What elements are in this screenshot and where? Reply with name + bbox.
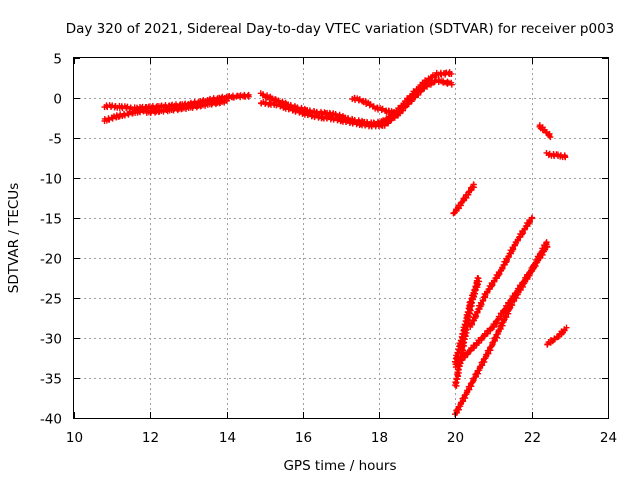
data-series-3 xyxy=(143,97,230,116)
y-tick-label: -10 xyxy=(40,172,62,188)
data-series-17 xyxy=(544,324,570,348)
x-tick-label: 10 xyxy=(66,430,83,446)
data-series-11 xyxy=(451,278,483,366)
data-series-12 xyxy=(467,214,536,330)
data-point xyxy=(563,324,570,331)
y-tick-label: -30 xyxy=(40,332,62,348)
data-point xyxy=(454,349,461,356)
data-point xyxy=(505,253,512,260)
data-series-8 xyxy=(379,76,455,129)
x-tick-label: 22 xyxy=(524,430,541,446)
chart-title: Day 320 of 2021, Sidereal Day-to-day VTE… xyxy=(66,21,615,37)
data-series-15 xyxy=(536,122,554,141)
data-point xyxy=(474,274,481,281)
y-tick-label: -15 xyxy=(40,212,62,228)
data-point xyxy=(245,93,252,100)
y-tick-label: 0 xyxy=(53,92,62,108)
data-point xyxy=(474,309,481,316)
y-tick-label: -25 xyxy=(40,292,62,308)
y-tick-label: 5 xyxy=(53,52,62,68)
data-point xyxy=(547,134,554,141)
plot-frame xyxy=(73,57,609,419)
data-point xyxy=(475,281,482,288)
data-series-16 xyxy=(543,149,569,161)
data-point xyxy=(470,181,477,188)
marks-layer xyxy=(101,69,570,418)
ticks-layer: 10 12 14 16 18 20 22 24 5 0 -5 -10 -15 -20 -25 -30 -35 -4… xyxy=(40,52,617,447)
data-point xyxy=(562,154,569,161)
data-point xyxy=(244,92,251,99)
data-point xyxy=(461,321,468,328)
data-point xyxy=(448,70,455,77)
x-tick-label: 16 xyxy=(295,430,312,446)
y-tick-label: -20 xyxy=(40,252,62,268)
x-axis-label: GPS time / hours xyxy=(283,458,396,474)
data-point xyxy=(546,132,553,139)
y-axis-label: SDTVAR / TECUs xyxy=(6,183,22,293)
data-series-4 xyxy=(257,90,386,128)
data-point xyxy=(544,244,551,251)
data-series-1 xyxy=(101,106,151,124)
x-tick-label: 18 xyxy=(371,430,388,446)
data-point xyxy=(223,97,230,104)
data-point xyxy=(366,102,373,109)
data-point xyxy=(529,214,536,221)
data-series-7 xyxy=(380,69,455,126)
y-tick-label: -5 xyxy=(49,132,62,148)
y-tick-label: -40 xyxy=(40,412,62,428)
data-point xyxy=(470,290,477,297)
data-point xyxy=(476,278,483,285)
data-point xyxy=(448,81,455,88)
y-tick-label: -35 xyxy=(40,372,62,388)
x-tick-label: 20 xyxy=(447,430,464,446)
data-point xyxy=(543,240,550,247)
x-tick-label: 12 xyxy=(142,430,159,446)
x-tick-label: 24 xyxy=(600,430,617,446)
data-series-14 xyxy=(451,243,551,418)
x-tick-label: 14 xyxy=(219,430,236,446)
data-series-9 xyxy=(450,181,477,217)
